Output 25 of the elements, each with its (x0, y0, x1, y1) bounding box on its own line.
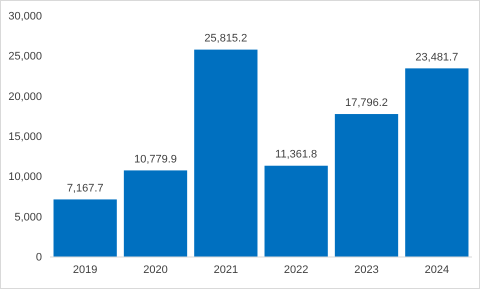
data-label: 11,361.8 (275, 148, 318, 161)
data-label: 25,815.2 (204, 32, 248, 45)
data-label: 7,167.7 (66, 182, 104, 194)
data-label: 23,481.7 (415, 51, 458, 64)
y-tick-label: 5,000 (14, 211, 42, 224)
y-tick-label: 20,000 (8, 90, 42, 103)
data-label: 17,796.2 (345, 97, 388, 110)
x-tick-label: 2019 (72, 264, 98, 276)
y-tick-label: 15,000 (8, 131, 42, 144)
x-tick-label: 2022 (284, 264, 308, 276)
bar (334, 114, 398, 257)
x-tick-label: 2021 (214, 264, 238, 276)
bar (405, 68, 468, 257)
data-label: 10,779.9 (134, 153, 177, 166)
bar (124, 170, 188, 257)
y-tick-label: 30,000 (8, 10, 42, 23)
x-tick-label: 2024 (424, 264, 450, 276)
x-tick-label: 2023 (354, 264, 379, 276)
y-tick-label: 25,000 (8, 50, 42, 63)
bar (264, 166, 328, 257)
x-tick-label: 2020 (143, 264, 168, 276)
bar (54, 199, 117, 257)
y-tick-label: 0 (36, 252, 42, 264)
y-tick-label: 10,000 (8, 171, 42, 184)
bar (194, 50, 258, 257)
